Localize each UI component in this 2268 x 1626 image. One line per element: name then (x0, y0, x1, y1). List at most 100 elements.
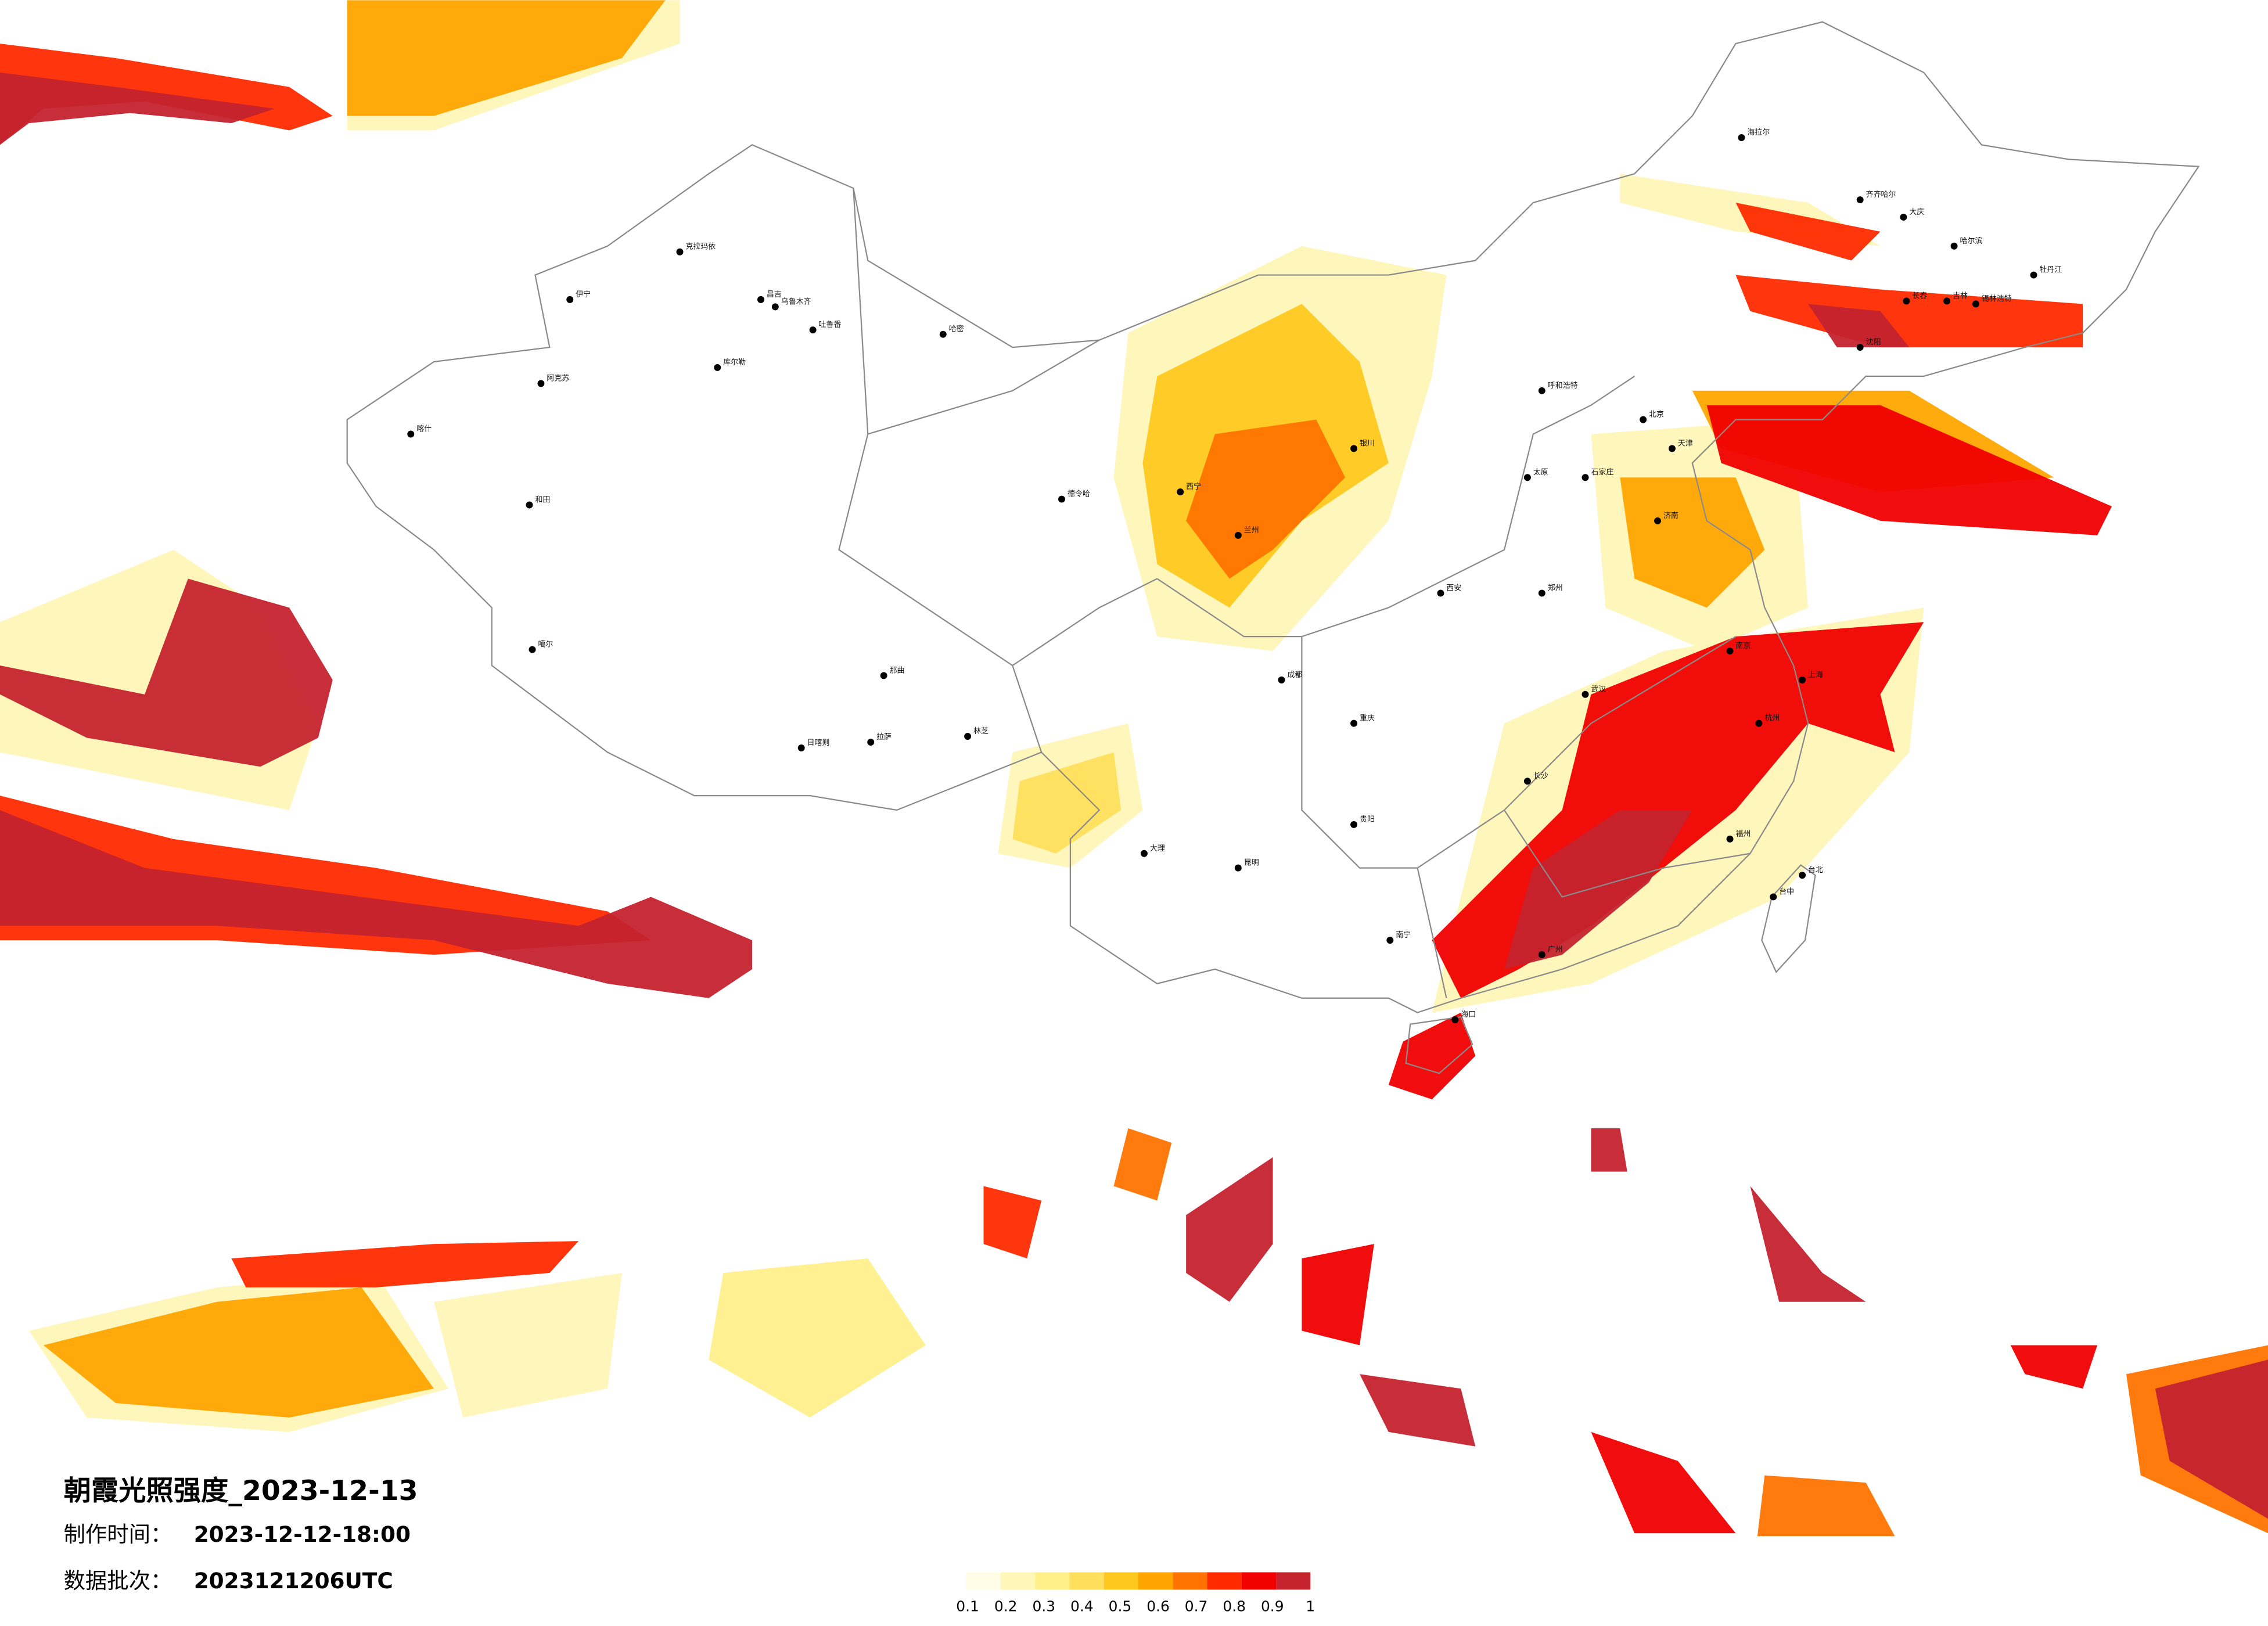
city-dot (714, 364, 721, 371)
city-dot (1523, 474, 1531, 481)
intensity-patch (1186, 1157, 1273, 1302)
colorbar: 0.1 0.2 0.3 0.4 0.5 0.6 0.7 0.8 0.9 1 (956, 1572, 1315, 1615)
city-label: 日喀则 (807, 738, 830, 747)
city-dot (797, 744, 805, 751)
colorbar-swatch (1241, 1572, 1277, 1590)
colorbar-tick-label: 0.3 (1032, 1598, 1055, 1615)
intensity-patch (1012, 752, 1122, 854)
intensity-patch (231, 1241, 579, 1287)
intensity-patch (0, 72, 275, 145)
intensity-patch (1591, 1431, 1736, 1534)
city-dot (1538, 951, 1545, 959)
city-dot (1770, 893, 1777, 901)
city-dot (1726, 647, 1734, 655)
city-dot (676, 248, 684, 256)
city-label: 南京 (1736, 641, 1751, 650)
colorbar-swatch (966, 1572, 1001, 1590)
intensity-patch (1757, 1475, 1895, 1537)
city-label: 台北 (1808, 866, 1823, 875)
city-dot (1943, 297, 1951, 305)
city-label: 克拉玛依 (685, 243, 716, 251)
city-label: 西安 (1446, 584, 1461, 592)
colorbar-tick-label: 0.5 (1109, 1598, 1132, 1615)
intensity-field (0, 0, 2268, 1537)
city-label: 哈尔滨 (1960, 236, 1983, 246)
intensity-patch (1591, 1128, 1627, 1172)
city-label: 太原 (1533, 468, 1548, 477)
colorbar-swatch (1276, 1572, 1311, 1590)
city-dot (1350, 821, 1358, 828)
city-dot (1726, 835, 1734, 843)
city-label: 重庆 (1360, 714, 1375, 723)
colorbar-swatch (1069, 1572, 1104, 1590)
production-time-value: 2023-12-12-18:00 (194, 1521, 411, 1547)
city-label: 沈阳 (1866, 338, 1881, 347)
intensity-patch (1113, 1128, 1172, 1201)
colorbar-swatch (1000, 1572, 1036, 1590)
intensity-patch (1186, 419, 1346, 579)
city-label: 台中 (1779, 887, 1794, 896)
city-dot (1523, 778, 1531, 785)
colorbar-tick-label: 0.6 (1146, 1598, 1170, 1615)
city-label: 那曲 (890, 666, 905, 675)
city-label: 长沙 (1533, 772, 1548, 780)
colorbar-tick-label: 0.2 (994, 1598, 1018, 1615)
province-lines (838, 188, 1751, 999)
city-label: 西宁 (1186, 482, 1201, 491)
intensity-patch (2155, 1359, 2268, 1519)
intensity-patch (709, 1258, 926, 1418)
colorbar-swatch (1173, 1572, 1207, 1590)
colorbar-tick-label: 0.9 (1261, 1598, 1284, 1615)
city-label: 昌吉 (767, 290, 782, 299)
city-dot (2030, 271, 2037, 279)
city-label: 武汉 (1591, 685, 1606, 694)
city-dot (407, 430, 415, 438)
city-label: 昆明 (1244, 859, 1259, 868)
city-dot (1799, 676, 1806, 684)
city-label: 石家庄 (1591, 467, 1613, 477)
city-label: 北京 (1649, 411, 1664, 419)
city-dot (526, 501, 533, 509)
colorbar-tick-label: 0.7 (1185, 1598, 1208, 1615)
city-dot (1140, 850, 1148, 857)
city-dot (1350, 720, 1358, 727)
city-label: 南宁 (1396, 930, 1411, 940)
colorbar-swatch (1035, 1572, 1070, 1590)
city-label: 长春 (1912, 292, 1927, 300)
city-dot (529, 646, 536, 653)
city-dot (1538, 589, 1545, 597)
intensity-patch (1360, 1374, 1476, 1447)
city-dot (1640, 416, 1647, 423)
city-label: 齐齐哈尔 (1866, 190, 1896, 199)
city-label: 成都 (1287, 671, 1302, 679)
city-dot (1582, 474, 1589, 481)
city-label: 银川 (1360, 439, 1375, 448)
city-dot (1234, 531, 1242, 539)
city-label: 上海 (1808, 671, 1823, 679)
city-label: 大理 (1150, 844, 1165, 853)
city-label: 噶尔 (538, 641, 553, 649)
city-dot (1799, 872, 1806, 879)
city-dot (1903, 297, 1910, 305)
colorbar-tick-label: 1 (1306, 1598, 1315, 1615)
city-label: 郑州 (1548, 584, 1563, 592)
city-label: 天津 (1678, 439, 1693, 448)
city-dot (1668, 445, 1676, 452)
city-label: 杭州 (1764, 714, 1780, 723)
city-label: 喀什 (416, 425, 432, 434)
colorbar-tick-label: 0.4 (1070, 1598, 1094, 1615)
city-dot (1856, 196, 1864, 204)
city-dot (1900, 213, 1907, 221)
intensity-patch (1735, 275, 2083, 348)
city-label: 海口 (1461, 1010, 1476, 1019)
intensity-patch (1750, 1186, 1866, 1302)
city-dot (1856, 344, 1864, 351)
city-dot (1058, 495, 1065, 503)
city-label: 牡丹江 (2040, 266, 2062, 275)
intensity-patch (1388, 1012, 1476, 1100)
city-dot (1177, 488, 1184, 496)
intensity-patch (347, 0, 666, 116)
city-label: 大庆 (1909, 208, 1924, 217)
city-dot (1278, 676, 1285, 684)
